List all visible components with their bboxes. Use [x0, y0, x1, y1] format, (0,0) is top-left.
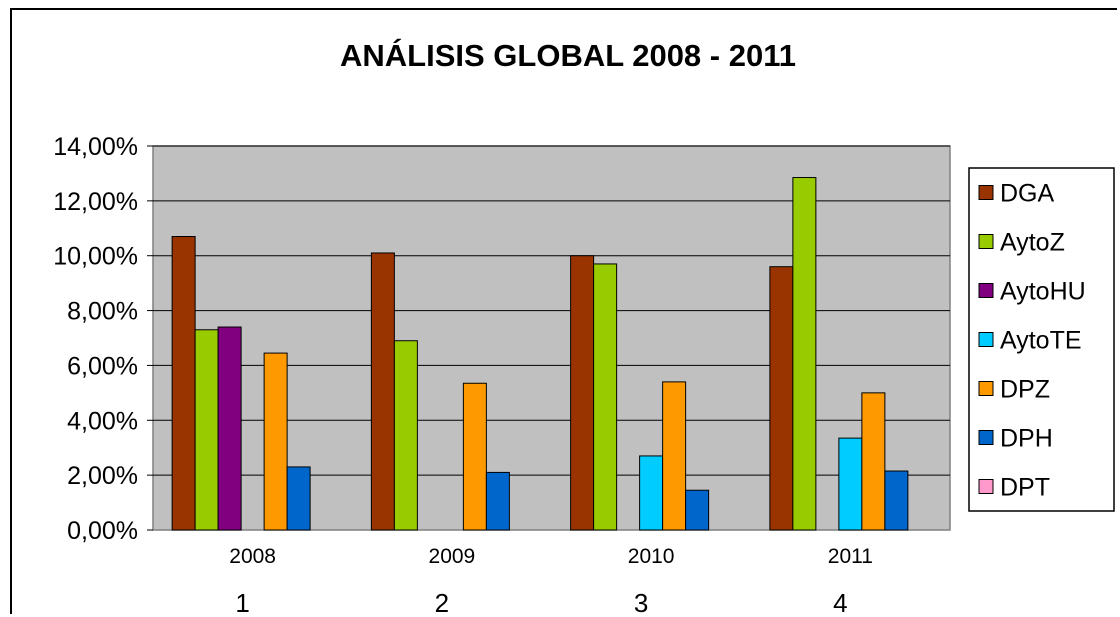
y-tick-label: 0,00% — [67, 517, 138, 545]
y-tick-label: 6,00% — [67, 352, 138, 380]
bar-dga-2009 — [370, 252, 395, 531]
legend-swatch — [978, 430, 994, 445]
legend-swatch — [978, 185, 994, 200]
legend-swatch — [978, 234, 994, 249]
y-tick-label: 2,00% — [67, 462, 138, 490]
legend-label: DPH — [1000, 425, 1053, 453]
bar-dpz-2011 — [861, 392, 886, 531]
bar-dpz-2009 — [462, 382, 487, 531]
x-tick-label: 2009 — [429, 545, 476, 568]
x-tick-label: 2011 — [828, 545, 873, 568]
legend-label: DPT — [1000, 474, 1050, 502]
bar-dpz-2010 — [662, 381, 687, 531]
bar-dph-2008 — [286, 466, 311, 531]
bar-aytohu-2008 — [217, 326, 242, 531]
bar-dph-2011 — [884, 470, 909, 531]
x-axis-ticks: 2008 1 2009 2 2010 3 2011 4 — [229, 545, 873, 617]
bar-aytoz-2010 — [593, 263, 618, 531]
bar-dpz-2008 — [263, 352, 288, 531]
x-index-label: 3 — [634, 588, 648, 617]
legend-swatch — [978, 381, 994, 396]
bar-dga-2011 — [769, 266, 794, 531]
legend-label: DPZ — [1000, 376, 1050, 404]
bar-dph-2010 — [685, 489, 710, 531]
legend-label: DGA — [1000, 180, 1055, 208]
bar-dga-2010 — [570, 255, 595, 531]
legend-label: AytoZ — [1000, 229, 1065, 257]
chart-title: ANÁLISIS GLOBAL 2008 - 2011 — [340, 38, 796, 73]
chart-frame — [10, 8, 1117, 614]
bar-dph-2009 — [485, 471, 510, 531]
y-tick-label: 12,00% — [53, 188, 138, 216]
legend-swatch — [978, 479, 994, 494]
y-tick-label: 10,00% — [53, 243, 138, 271]
bar-aytoz-2008 — [194, 329, 219, 531]
bars — [171, 177, 909, 531]
legend-label: AytoTE — [1000, 327, 1082, 355]
x-tick-label: 2010 — [628, 545, 675, 568]
bar-dga-2008 — [171, 236, 196, 531]
legend-label: AytoHU — [1000, 278, 1086, 306]
y-axis-ticks: 0,00% 2,00% 4,00% 6,00% 8,00% 10,00% 12,00% 14,… — [53, 133, 153, 545]
legend-swatch — [978, 332, 994, 347]
bar-aytoz-2011 — [792, 177, 817, 531]
x-index-label: 4 — [833, 588, 847, 617]
bar-aytote-2010 — [639, 455, 664, 531]
x-tick-label: 2008 — [229, 545, 276, 568]
y-tick-label: 8,00% — [67, 298, 138, 326]
y-tick-label: 4,00% — [67, 407, 138, 435]
x-index-label: 1 — [235, 588, 249, 617]
legend-swatch — [978, 283, 994, 298]
legend: DGA AytoZ AytoHU AytoTE DPZ DPH DPT — [968, 167, 1115, 512]
x-index-label: 2 — [435, 588, 449, 617]
bar-aytoz-2009 — [393, 340, 418, 531]
bar-aytote-2011 — [838, 437, 863, 531]
y-tick-label: 14,00% — [53, 133, 138, 161]
